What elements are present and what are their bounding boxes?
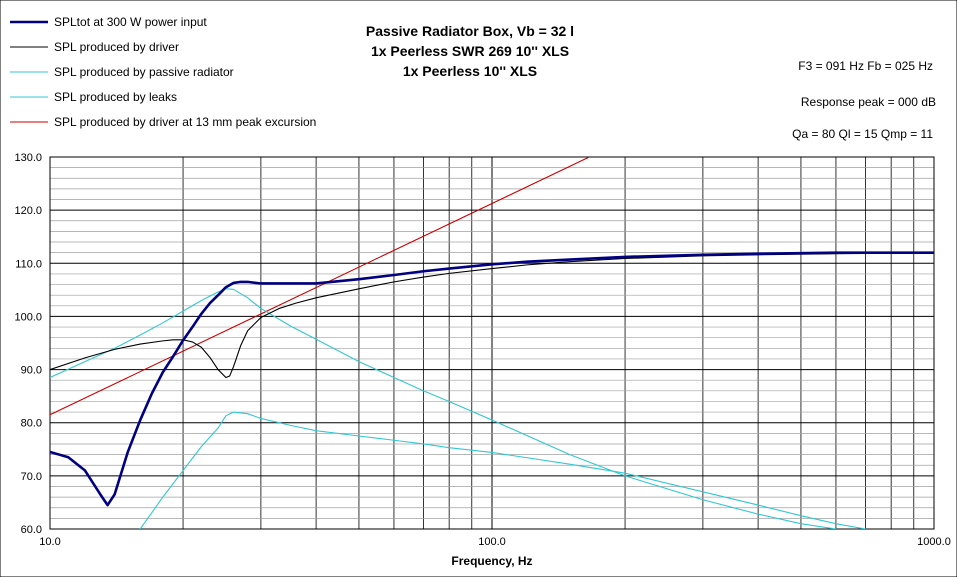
legend-item-4: SPL produced by leaks	[10, 90, 177, 104]
legend-label: SPL produced by driver	[54, 40, 179, 54]
x-tick-label: 100.0	[478, 536, 506, 548]
x-axis-tick-labels: 10.0 100.0 1000.0	[39, 536, 951, 548]
title-line-2: 1x Peerless SWR 269 10'' XLS	[371, 43, 569, 59]
series-line-3	[50, 288, 837, 529]
y-tick-label: 60.0	[21, 524, 42, 536]
info-q-values: Qa = 80 Ql = 15 Qmp = 11	[792, 127, 933, 141]
y-tick-label: 90.0	[21, 365, 42, 377]
info-response-peak: Response peak = 000 dB	[801, 95, 936, 109]
series-line-1	[50, 251, 934, 507]
y-tick-label: 130.0	[14, 152, 42, 164]
title-line-3: 1x Peerless 10'' XLS	[403, 63, 537, 79]
legend-label: SPL produced by leaks	[54, 90, 177, 104]
series-line-2	[50, 252, 934, 379]
chart-title: Passive Radiator Box, Vb = 32 l 1x Peerl…	[366, 23, 574, 79]
parameter-info: F3 = 091 Hz Fb = 025 Hz Response peak = …	[792, 59, 936, 141]
legend-item-2: SPL produced by driver	[10, 40, 179, 54]
x-axis-label: Frequency, Hz	[451, 554, 532, 568]
x-tick-label: 1000.0	[917, 536, 951, 548]
y-tick-label: 70.0	[21, 471, 42, 483]
series-line-4	[139, 411, 867, 529]
legend-label: SPL produced by driver at 13 mm peak exc…	[54, 115, 316, 129]
info-f3-fb: F3 = 091 Hz Fb = 025 Hz	[798, 59, 933, 73]
series-layer	[50, 157, 934, 529]
plot-area	[49, 156, 935, 530]
y-tick-label: 100.0	[14, 311, 42, 323]
legend-item-5: SPL produced by driver at 13 mm peak exc…	[10, 115, 316, 129]
y-tick-label: 120.0	[14, 205, 42, 217]
legend: SPLtot at 300 W power input SPL produced …	[10, 15, 316, 129]
legend-item-1: SPLtot at 300 W power input	[10, 15, 207, 29]
title-line-1: Passive Radiator Box, Vb = 32 l	[366, 23, 574, 39]
y-axis-tick-labels: 60.0 70.0 80.0 90.0 100.0 110.0 120.0 130.0	[14, 152, 42, 536]
legend-label: SPLtot at 300 W power input	[54, 15, 207, 29]
legend-label: SPL produced by passive radiator	[54, 65, 234, 79]
y-tick-label: 80.0	[21, 418, 42, 430]
grid	[49, 156, 934, 530]
series-line-5	[50, 157, 590, 416]
y-tick-label: 110.0	[15, 258, 42, 270]
legend-item-3: SPL produced by passive radiator	[10, 65, 234, 79]
x-tick-label: 10.0	[39, 536, 60, 548]
